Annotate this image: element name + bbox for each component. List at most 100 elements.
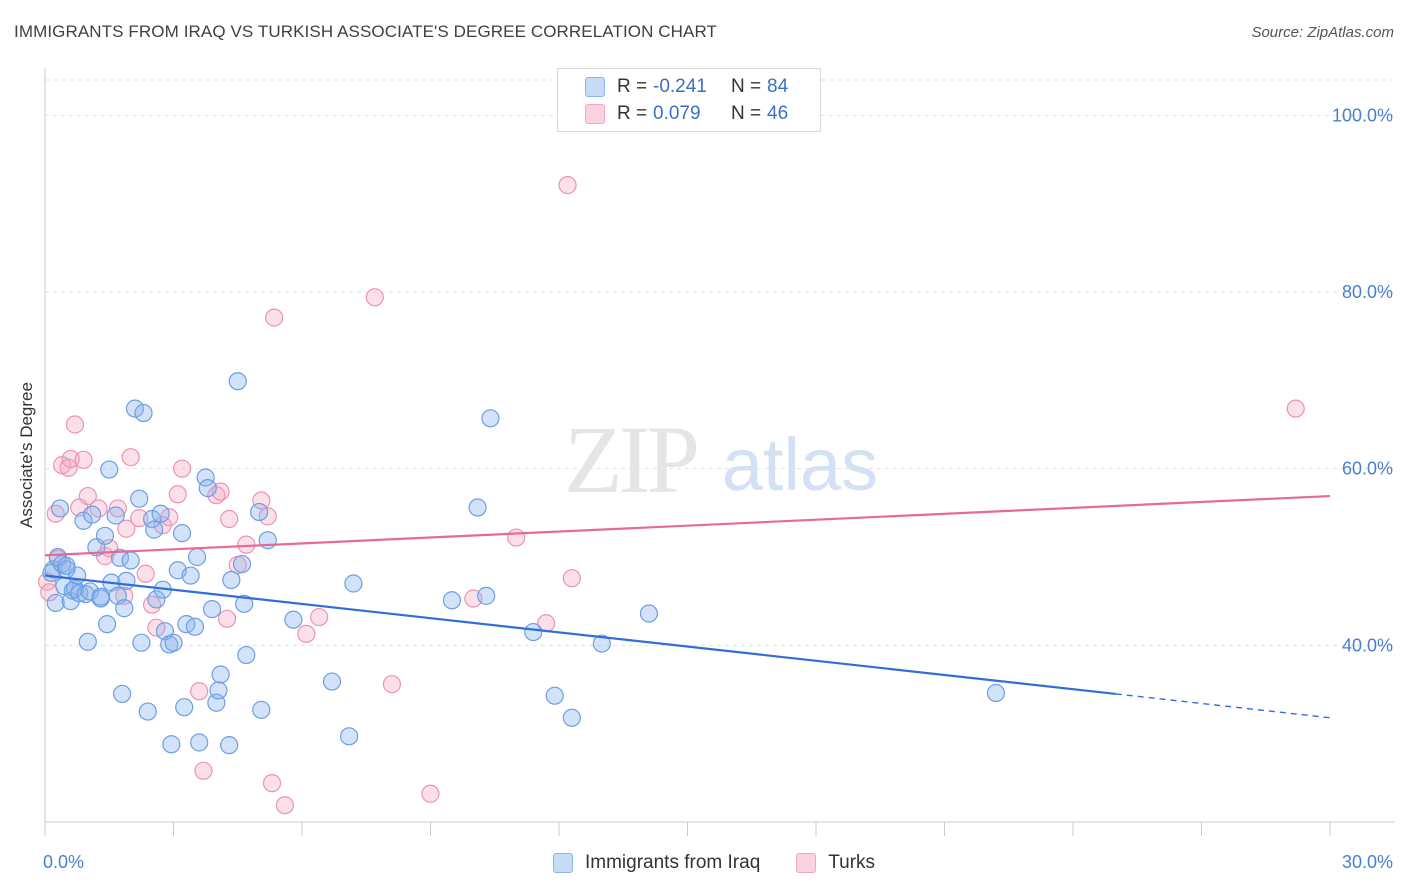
point-iraq: [80, 582, 100, 601]
point-iraq: [209, 681, 228, 700]
point-turks: [421, 784, 440, 803]
point-iraq: [228, 372, 247, 391]
legend-row-turks: R = 0.079 N = 46: [558, 102, 788, 126]
trend-lines: [44, 494, 1331, 719]
point-iraq: [112, 684, 132, 704]
legend-swatch-pink: [585, 104, 605, 124]
point-turks: [194, 761, 213, 780]
point-turks: [108, 499, 127, 518]
point-iraq: [130, 489, 149, 508]
point-iraq: [83, 505, 102, 524]
series-label-turks: Turks: [828, 852, 876, 873]
point-iraq: [481, 409, 500, 428]
legend-n-label: N =: [731, 103, 762, 124]
x-tick-label: 0.0%: [43, 852, 84, 872]
point-iraq: [250, 502, 269, 522]
point-iraq: [115, 599, 134, 618]
legend-swatch-blue: [585, 77, 605, 97]
point-turks: [115, 586, 134, 605]
trend-line-iraq: [44, 574, 1116, 696]
legend-r-label: R =: [617, 103, 648, 124]
point-turks: [265, 308, 284, 327]
axes: [44, 68, 1395, 836]
point-iraq: [172, 524, 192, 543]
point-iraq: [162, 735, 181, 754]
legend-r-value: 0.079: [653, 103, 701, 124]
point-iraq: [562, 708, 581, 727]
point-iraq: [121, 551, 140, 570]
point-iraq: [222, 570, 241, 590]
point-iraq: [106, 506, 125, 525]
point-iraq: [592, 634, 611, 653]
tick-labels: 40.0% 60.0% 80.0% 100.0% 0.0% 30.0%: [43, 105, 1393, 872]
legend-n-value: 84: [767, 76, 789, 97]
point-turks: [365, 288, 384, 307]
point-iraq: [986, 683, 1006, 703]
point-turks: [121, 448, 140, 467]
y-tick-label: 60.0%: [1342, 459, 1393, 479]
point-turks: [220, 509, 239, 529]
point-iraq: [147, 590, 166, 609]
point-iraq: [187, 547, 207, 567]
series-swatch-blue: [553, 853, 573, 873]
watermark: ZIP atlas: [564, 406, 878, 513]
point-iraq: [340, 727, 359, 746]
point-turks: [310, 607, 329, 627]
point-turks: [382, 675, 402, 694]
watermark-atlas: atlas: [722, 423, 878, 506]
point-iraq: [237, 645, 256, 665]
point-iraq: [322, 672, 342, 691]
point-iraq: [524, 622, 543, 642]
y-tick-label: 40.0%: [1342, 635, 1393, 655]
point-turks: [562, 569, 581, 588]
point-turks: [252, 491, 271, 510]
point-iraq: [145, 520, 164, 539]
series-swatch-pink: [796, 853, 817, 873]
point-iraq: [50, 499, 70, 518]
point-turks: [217, 609, 237, 628]
point-turks: [65, 415, 85, 434]
point-iraq: [95, 526, 115, 545]
point-iraq: [202, 600, 222, 619]
y-tick-label: 80.0%: [1342, 282, 1393, 302]
point-iraq: [181, 566, 200, 585]
point-turks: [558, 176, 577, 195]
point-iraq: [132, 633, 151, 652]
point-iraq: [284, 610, 303, 629]
point-iraq: [344, 574, 363, 593]
point-turks: [297, 624, 316, 643]
point-iraq: [252, 700, 271, 719]
point-iraq: [198, 479, 217, 498]
legend-row-iraq: R = -0.241 N = 84: [558, 75, 788, 99]
point-iraq: [100, 460, 119, 479]
point-iraq: [91, 587, 110, 606]
point-turks: [168, 485, 187, 504]
point-turks: [117, 519, 136, 538]
series-label-iraq: Immigrants from Iraq: [585, 852, 761, 873]
trend-line-iraq-extension: [1115, 693, 1331, 719]
point-iraq: [57, 556, 76, 575]
point-iraq: [232, 554, 252, 574]
point-turks: [172, 459, 192, 478]
point-iraq: [235, 594, 254, 613]
point-iraq: [46, 593, 65, 613]
point-iraq: [639, 604, 659, 623]
point-iraq: [134, 403, 153, 423]
legend-r-value: -0.241: [653, 76, 707, 97]
watermark-zip: ZIP: [564, 406, 697, 513]
y-tick-label: 100.0%: [1332, 105, 1393, 125]
source-label: Source: ZipAtlas.com: [1251, 24, 1394, 41]
point-turks: [1286, 399, 1305, 418]
legend-n-value: 46: [767, 103, 789, 124]
point-turks: [262, 774, 282, 793]
points: [38, 176, 1305, 815]
point-iraq: [185, 617, 205, 636]
point-iraq: [78, 632, 97, 651]
point-iraq: [190, 733, 209, 752]
point-turks: [190, 682, 209, 701]
point-iraq: [220, 736, 239, 755]
point-iraq: [110, 548, 130, 567]
point-iraq: [125, 399, 145, 418]
point-iraq: [468, 498, 487, 517]
